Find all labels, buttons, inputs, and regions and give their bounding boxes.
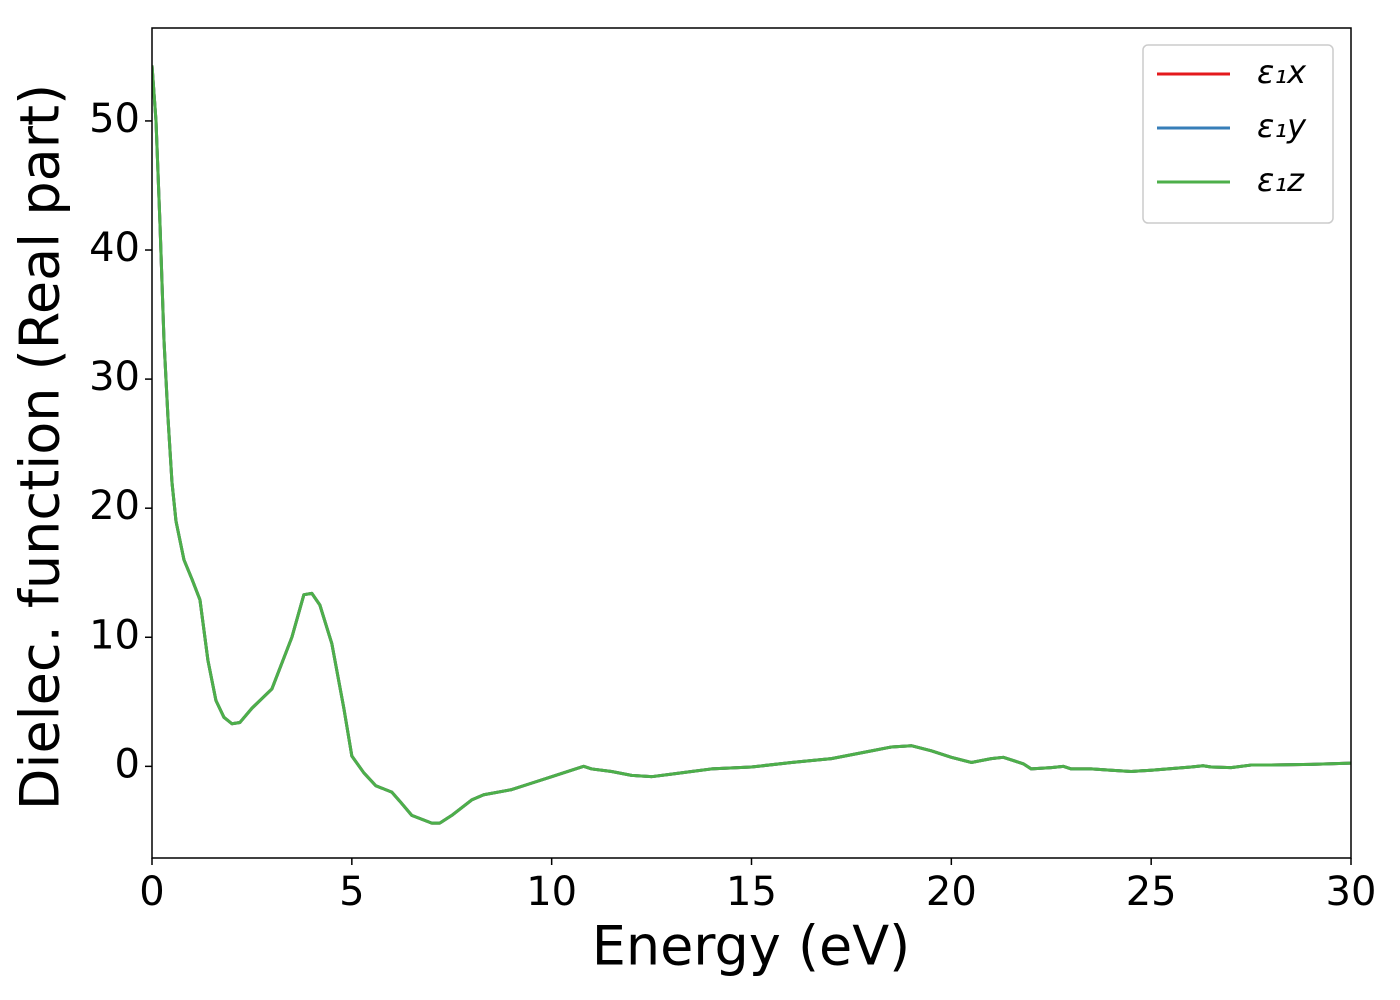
y-tick-label: 0: [115, 741, 140, 787]
y-tick-label: 10: [89, 612, 140, 658]
y-tick-label: 50: [89, 96, 140, 142]
y-tick-label: 20: [89, 483, 140, 529]
x-axis-label: Energy (eV): [592, 915, 911, 978]
x-tick-label: 0: [139, 869, 164, 915]
x-tick-label: 10: [526, 869, 577, 915]
legend-label: ε₁y: [1257, 107, 1307, 145]
x-tick-label: 20: [926, 869, 977, 915]
x-tick-label: 30: [1326, 869, 1377, 915]
series-line: [152, 65, 1351, 825]
legend-label: ε₁x: [1257, 53, 1307, 91]
x-tick-label: 5: [339, 869, 364, 915]
y-tick-label: 40: [89, 225, 140, 271]
plot-frame: [151, 27, 1352, 859]
legend-label: ε₁z: [1257, 161, 1305, 199]
x-tick-label: 15: [726, 869, 777, 915]
y-axis-label: Dielec. function (Real part): [9, 84, 72, 810]
y-tick-label: 30: [89, 354, 140, 400]
x-tick-label: 25: [1126, 869, 1177, 915]
legend-box: [1142, 44, 1334, 224]
